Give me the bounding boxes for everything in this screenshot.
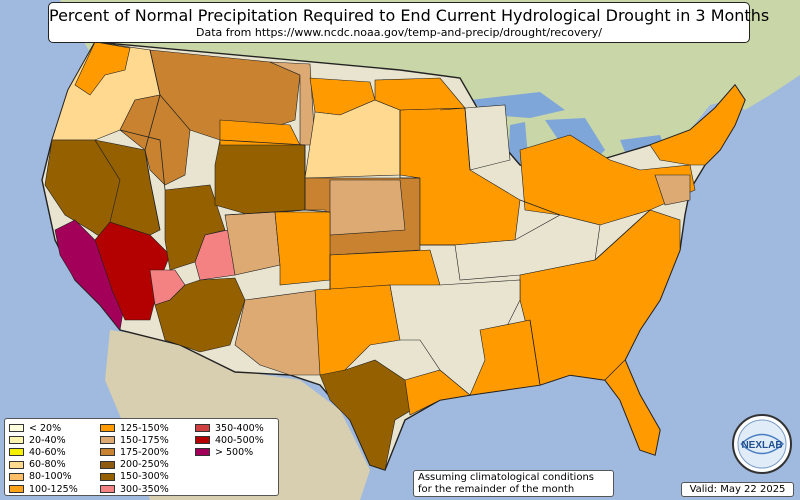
oklahoma-orange-region — [329, 249, 441, 291]
legend-swatch — [9, 460, 24, 469]
legend-swatch — [100, 460, 115, 469]
kansas-tan-region — [329, 179, 406, 236]
legend-item: 150-300% — [100, 471, 169, 483]
legend-item: 80-100% — [9, 471, 78, 483]
legend-swatch — [100, 448, 115, 457]
legend-column-3: 350-400% 400-500% > 500% — [195, 422, 264, 459]
legend-label: 200-250% — [120, 459, 169, 471]
legend-label: 20-40% — [29, 434, 66, 446]
legend-label: < 20% — [29, 422, 62, 434]
page-title: Percent of Normal Precipitation Required… — [49, 6, 770, 25]
legend-label: 175-200% — [120, 446, 169, 458]
legend-label: 150-300% — [120, 471, 169, 483]
legend-item: 400-500% — [195, 434, 264, 446]
legend-label: 80-100% — [29, 471, 72, 483]
legend-swatch — [195, 448, 210, 457]
legend-item: 200-250% — [100, 459, 169, 471]
legend-item: 350-400% — [195, 422, 264, 434]
logo-text: NEXLAB — [741, 440, 782, 451]
page-subtitle: Data from https://www.ncdc.noaa.gov/temp… — [196, 26, 602, 39]
legend-swatch — [9, 448, 24, 457]
state-lines — [119, 49, 651, 386]
dakota-tan-region — [269, 61, 316, 146]
legend-swatch — [100, 485, 115, 494]
legend-item: > 500% — [195, 446, 264, 458]
legend-label: 300-350% — [120, 483, 169, 495]
mississippi-light-region — [389, 279, 521, 396]
wisconsin-light-region — [439, 104, 511, 171]
legend-swatch — [100, 424, 115, 433]
california-magenta-region — [54, 219, 126, 331]
texas-dark-region — [319, 359, 421, 471]
legend-item: 125-150% — [100, 422, 169, 434]
florida-orange-region — [604, 359, 661, 456]
legend-item: 300-350% — [100, 483, 169, 495]
legend-swatch — [9, 436, 24, 445]
legend-swatch — [9, 472, 24, 481]
legend-swatch — [195, 424, 210, 433]
legend-label: 60-80% — [29, 459, 66, 471]
idaho-brown-region — [119, 94, 191, 186]
utah-arizona-dark-region — [164, 184, 226, 271]
kentucky-light-region — [454, 214, 601, 281]
legend-item: 60-80% — [9, 459, 78, 471]
legend-swatch — [9, 424, 24, 433]
legend-item: < 20% — [9, 422, 78, 434]
legend-label: 100-125% — [29, 483, 78, 495]
note-line-1: Assuming climatological conditions — [418, 472, 594, 483]
legend-item: 40-60% — [9, 446, 78, 458]
legend-label: 125-150% — [120, 422, 169, 434]
legend-swatch — [9, 485, 24, 494]
legend-label: 400-500% — [215, 434, 264, 446]
midatlantic-tan-region — [654, 174, 691, 206]
legend-column-1: < 20% 20-40% 40-60% 60-80% 80-100% 100-125% — [9, 422, 78, 495]
legend-item: 175-200% — [100, 446, 169, 458]
legend-column-2: 125-150% 150-175% 175-200% 200-250% 150-300%… — [100, 422, 169, 495]
valid-date: Valid: May 22 2025 — [681, 482, 794, 497]
legend-label: 40-60% — [29, 446, 66, 458]
legend: < 20% 20-40% 40-60% 60-80% 80-100% 100-125% 1… — [4, 418, 279, 496]
nexlab-logo-icon: NEXLAB — [732, 414, 792, 474]
legend-label: 350-400% — [215, 422, 264, 434]
wyoming-dark-region — [214, 139, 306, 216]
texas-coast-orange-region — [404, 369, 471, 416]
assumption-note: Assuming climatological conditions for t… — [413, 470, 614, 497]
legend-swatch — [100, 472, 115, 481]
colorado-tan-region — [224, 211, 281, 276]
co-east-orange-region — [274, 211, 331, 286]
minnesota-orange-region — [374, 77, 466, 111]
title-box: Percent of Normal Precipitation Required… — [48, 2, 770, 43]
note-line-2: for the remainder of the month — [418, 484, 575, 495]
legend-item: 150-175% — [100, 434, 169, 446]
legend-item: 100-125% — [9, 483, 78, 495]
legend-swatch — [100, 436, 115, 445]
legend-label: 150-175% — [120, 434, 169, 446]
northeast-orange-region — [649, 84, 746, 166]
az-nm-dark-region — [154, 277, 246, 353]
legend-swatch — [195, 436, 210, 445]
ohio-valley-orange-region — [519, 134, 696, 226]
pnw-orange-region — [74, 41, 131, 96]
legend-item: 20-40% — [9, 434, 78, 446]
legend-label: > 500% — [215, 446, 254, 458]
